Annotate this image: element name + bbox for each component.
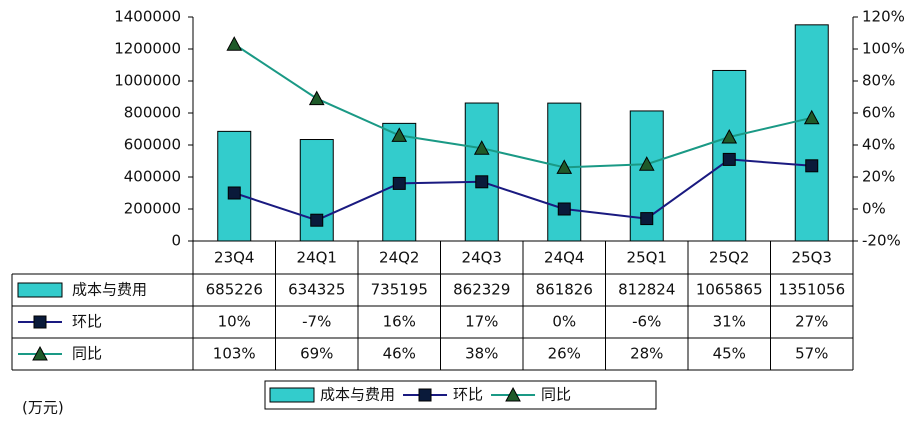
table-cell: 10% xyxy=(218,313,251,331)
line xyxy=(233,158,812,222)
y-tick-label: 800000 xyxy=(124,104,181,122)
table-cell: 38% xyxy=(465,345,498,363)
y2-tick-label: 40% xyxy=(862,136,895,154)
table-cell: 28% xyxy=(630,345,663,363)
table-cell: 31% xyxy=(713,313,746,331)
legend-marker xyxy=(505,386,521,402)
table-cell: 103% xyxy=(213,345,256,363)
table-cell: 26% xyxy=(548,345,581,363)
table-cell: 862329 xyxy=(453,281,510,299)
table-cell: 685226 xyxy=(206,281,263,299)
point xyxy=(308,90,325,106)
y-tick-label: 600000 xyxy=(124,136,181,154)
table-cell: 1351056 xyxy=(778,281,845,299)
table-cell: 57% xyxy=(795,345,828,363)
table-cell: 45% xyxy=(713,345,746,363)
point xyxy=(310,213,324,227)
x-tick-label: 25Q2 xyxy=(709,249,749,267)
x-tick-label: 24Q1 xyxy=(297,249,337,267)
point xyxy=(556,159,573,174)
legend-marker xyxy=(32,345,48,361)
table-cell: 46% xyxy=(383,345,416,363)
y-tick-label: 0 xyxy=(171,232,181,250)
point xyxy=(557,202,571,216)
table-cell: 27% xyxy=(795,313,828,331)
y2-tick-label: 20% xyxy=(862,168,895,186)
y-tick-label: 200000 xyxy=(124,200,181,218)
y2-tick-label: 120% xyxy=(862,8,905,26)
legend-symbol xyxy=(17,282,63,298)
table-cell: 69% xyxy=(300,345,333,363)
table-cell: 634325 xyxy=(288,281,345,299)
table-row-label: 成本与费用 xyxy=(72,281,147,299)
point xyxy=(722,152,736,166)
y2-tick-label: -20% xyxy=(862,232,901,250)
table-cell: 861826 xyxy=(536,281,593,299)
table-cell: -7% xyxy=(302,313,331,331)
table-row-label: 同比 xyxy=(72,345,102,363)
table-cell: 1065865 xyxy=(696,281,763,299)
point xyxy=(227,186,241,200)
y2-tick-label: 60% xyxy=(862,104,895,122)
x-tick-label: 25Q3 xyxy=(792,249,832,267)
table-cell: 812824 xyxy=(618,281,675,299)
x-tick-label: 24Q2 xyxy=(379,249,419,267)
point xyxy=(475,175,489,189)
point xyxy=(391,127,408,142)
legend-marker xyxy=(33,315,47,329)
bar xyxy=(794,24,829,242)
y2-tick-label: 0% xyxy=(862,200,886,218)
legend xyxy=(264,380,657,410)
point xyxy=(638,156,655,171)
point xyxy=(721,128,738,144)
x-tick-label: 24Q3 xyxy=(462,249,502,267)
y2-tick-label: 100% xyxy=(862,40,905,58)
legend-label: 同比 xyxy=(541,386,571,404)
point xyxy=(473,140,490,155)
unit-label: (万元) xyxy=(22,399,64,417)
y-tick-label: 1200000 xyxy=(114,40,181,58)
y2-tick-label: 80% xyxy=(862,72,895,90)
x-tick-label: 23Q4 xyxy=(214,249,254,267)
legend-label: 成本与费用 xyxy=(320,386,395,404)
table-row-label: 环比 xyxy=(72,313,102,331)
x-tick-label: 24Q4 xyxy=(544,249,584,267)
legend-marker xyxy=(418,388,432,402)
line xyxy=(233,43,812,169)
point xyxy=(392,176,406,190)
legend-symbol xyxy=(269,387,315,403)
bar xyxy=(217,130,252,242)
point xyxy=(226,36,243,51)
table-cell: 735195 xyxy=(371,281,428,299)
table-cell: 0% xyxy=(552,313,576,331)
point xyxy=(805,159,819,173)
y-tick-label: 1000000 xyxy=(114,72,181,90)
y-tick-label: 400000 xyxy=(124,168,181,186)
point xyxy=(803,109,820,125)
table-cell: 17% xyxy=(465,313,498,331)
point xyxy=(640,212,654,226)
bar xyxy=(464,102,499,242)
table-cell: 16% xyxy=(383,313,416,331)
legend-label: 环比 xyxy=(453,386,483,404)
y-tick-label: 1400000 xyxy=(114,8,181,26)
table-cell: -6% xyxy=(632,313,661,331)
x-tick-label: 25Q1 xyxy=(627,249,667,267)
